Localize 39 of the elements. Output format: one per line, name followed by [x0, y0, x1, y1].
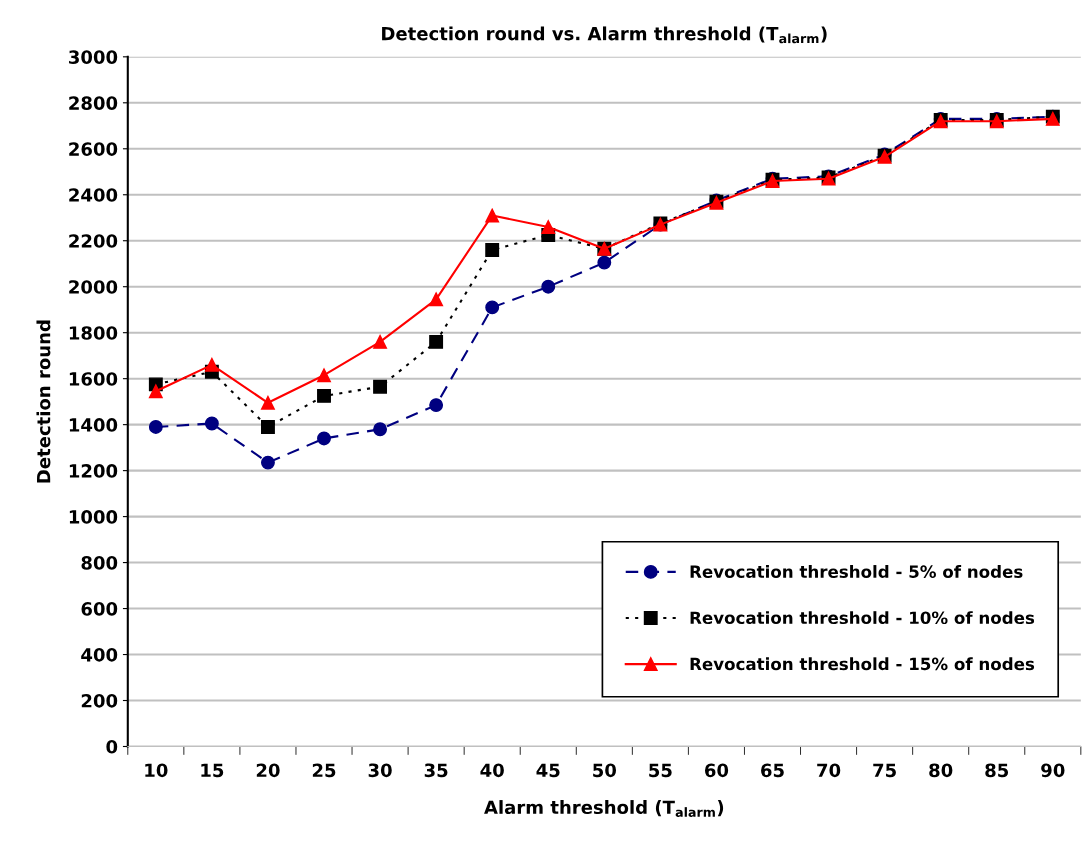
y-tick-label: 1000 [69, 510, 118, 524]
y-tick-label: 1600 [69, 372, 118, 386]
y-tick-label: 600 [81, 602, 118, 616]
x-axis-title: Alarm threshold (T$_{alarm}$) [484, 800, 724, 817]
x-tick-label: 90 [1041, 763, 1065, 778]
x-tick-label: 55 [649, 763, 672, 778]
y-tick-label: 2000 [69, 280, 118, 294]
x-tick-label: 30 [368, 763, 392, 778]
y-tick-label: 1800 [69, 326, 118, 340]
y-tick-label: 400 [81, 647, 118, 662]
x-tick-label: 65 [761, 763, 784, 778]
chart-title: Detection round vs. Alarm threshold (T$_{alarm}$) [382, 26, 827, 44]
x-tick-label: 75 [873, 763, 896, 778]
x-tick-label: 25 [312, 763, 336, 778]
y-tick-label: 2800 [69, 96, 118, 110]
x-tick-label: 10 [145, 763, 168, 778]
x-tick-label: 20 [256, 763, 280, 778]
x-tick-label: 40 [480, 763, 504, 778]
x-tick-label: 85 [985, 763, 1009, 778]
y-tick-label: 200 [81, 693, 118, 708]
x-tick-label: 35 [424, 763, 448, 778]
legend-label: Revocation threshold - 15% of nodes [690, 657, 1035, 671]
y-axis-title: Detection round [36, 320, 51, 483]
y-tick-label: 1200 [69, 464, 118, 478]
x-tick-label: 15 [201, 763, 224, 778]
y-tick-label: 2600 [69, 142, 118, 156]
y-tick-label: 2200 [69, 234, 118, 248]
y-tick-label: 800 [81, 556, 118, 570]
y-tick-label: 2400 [69, 188, 118, 202]
y-tick-label: 3000 [69, 50, 118, 64]
legend-label: Revocation threshold - 10% of nodes [690, 611, 1035, 625]
x-tick-label: 80 [929, 763, 953, 778]
legend-label: Revocation threshold - 5% of nodes [690, 565, 1023, 578]
y-tick-label: 1400 [69, 418, 118, 432]
x-tick-label: 50 [593, 763, 617, 778]
x-tick-label: 70 [817, 763, 841, 778]
y-tick-label: 0 [106, 739, 118, 754]
x-tick-label: 45 [536, 763, 560, 778]
x-tick-label: 60 [704, 763, 729, 778]
